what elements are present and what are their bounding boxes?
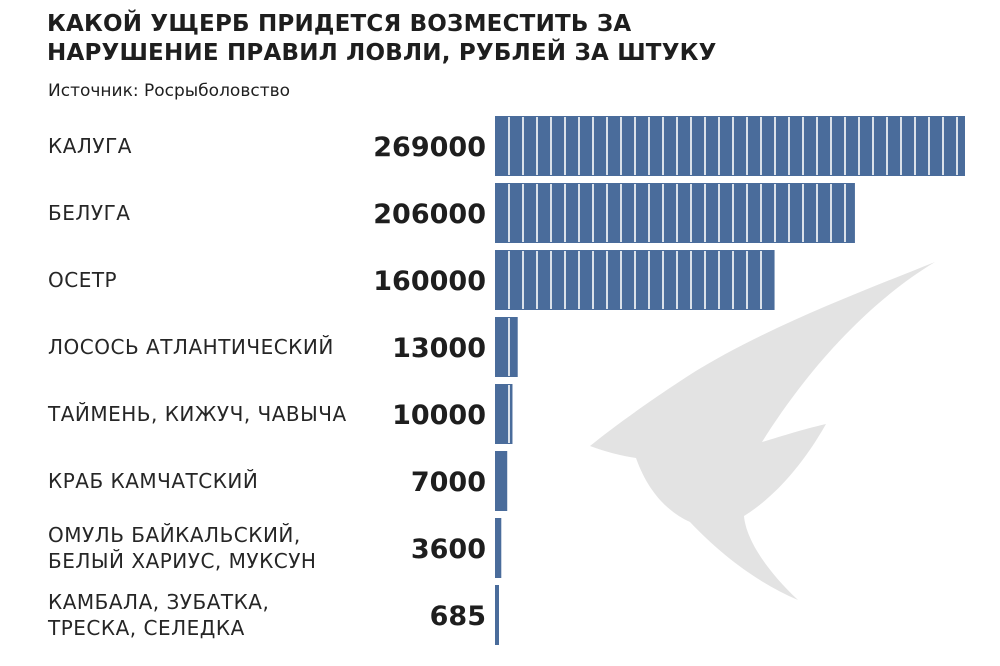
- bar-rect: [495, 317, 518, 377]
- fish-silhouette: [590, 262, 935, 600]
- bars-group: [495, 116, 965, 645]
- value-label: 13000: [392, 333, 486, 364]
- bar: [495, 116, 965, 176]
- bar: [495, 317, 518, 377]
- category-label: КАЛУГА: [48, 134, 132, 158]
- value-label: 206000: [373, 199, 486, 230]
- value-label: 269000: [373, 132, 486, 163]
- fish-silhouette-illustration: [590, 262, 935, 600]
- category-label: КАМБАЛА, ЗУБАТКА, ТРЕСКА, СЕЛЕДКА: [47, 590, 269, 640]
- chart-title: КАКОЙ УЩЕРБ ПРИДЕТСЯ ВОЗМЕСТИТЬ ЗА НАРУШ…: [47, 11, 717, 66]
- value-label: 685: [430, 601, 486, 632]
- value-label: 10000: [392, 400, 486, 431]
- category-label: ОСЕТР: [48, 268, 117, 292]
- bar-rect: [495, 384, 513, 444]
- category-label: ОМУЛЬ БАЙКАЛЬСКИЙ, БЕЛЫЙ ХАРИУС, МУКСУН: [48, 523, 316, 573]
- category-label: БЕЛУГА: [48, 201, 130, 225]
- value-label: 3600: [411, 534, 486, 565]
- category-label: КРАБ КАМЧАТСКИЙ: [48, 469, 258, 493]
- bar-rect: [495, 451, 508, 511]
- bar: [495, 585, 499, 645]
- bar: [495, 518, 502, 578]
- category-label: ТАЙМЕНЬ, КИЖУЧ, ЧАВЫЧА: [47, 402, 347, 426]
- value-label: 7000: [411, 467, 486, 498]
- bar-rect: [495, 183, 855, 243]
- bar: [495, 451, 508, 511]
- bar: [495, 183, 855, 243]
- chart-source: Источник: Росрыболовство: [48, 81, 291, 101]
- bar: [495, 250, 775, 310]
- labels-group: 269000 КАЛУГА 206000 БЕЛУГА 160000 ОСЕТР 13000…: [47, 132, 486, 640]
- value-label: 160000: [373, 266, 486, 297]
- bar-rect: [495, 518, 502, 578]
- bar-rect: [495, 585, 499, 645]
- category-label: ЛОСОСЬ АТЛАНТИЧЕСКИЙ: [48, 335, 334, 359]
- bar: [495, 384, 513, 444]
